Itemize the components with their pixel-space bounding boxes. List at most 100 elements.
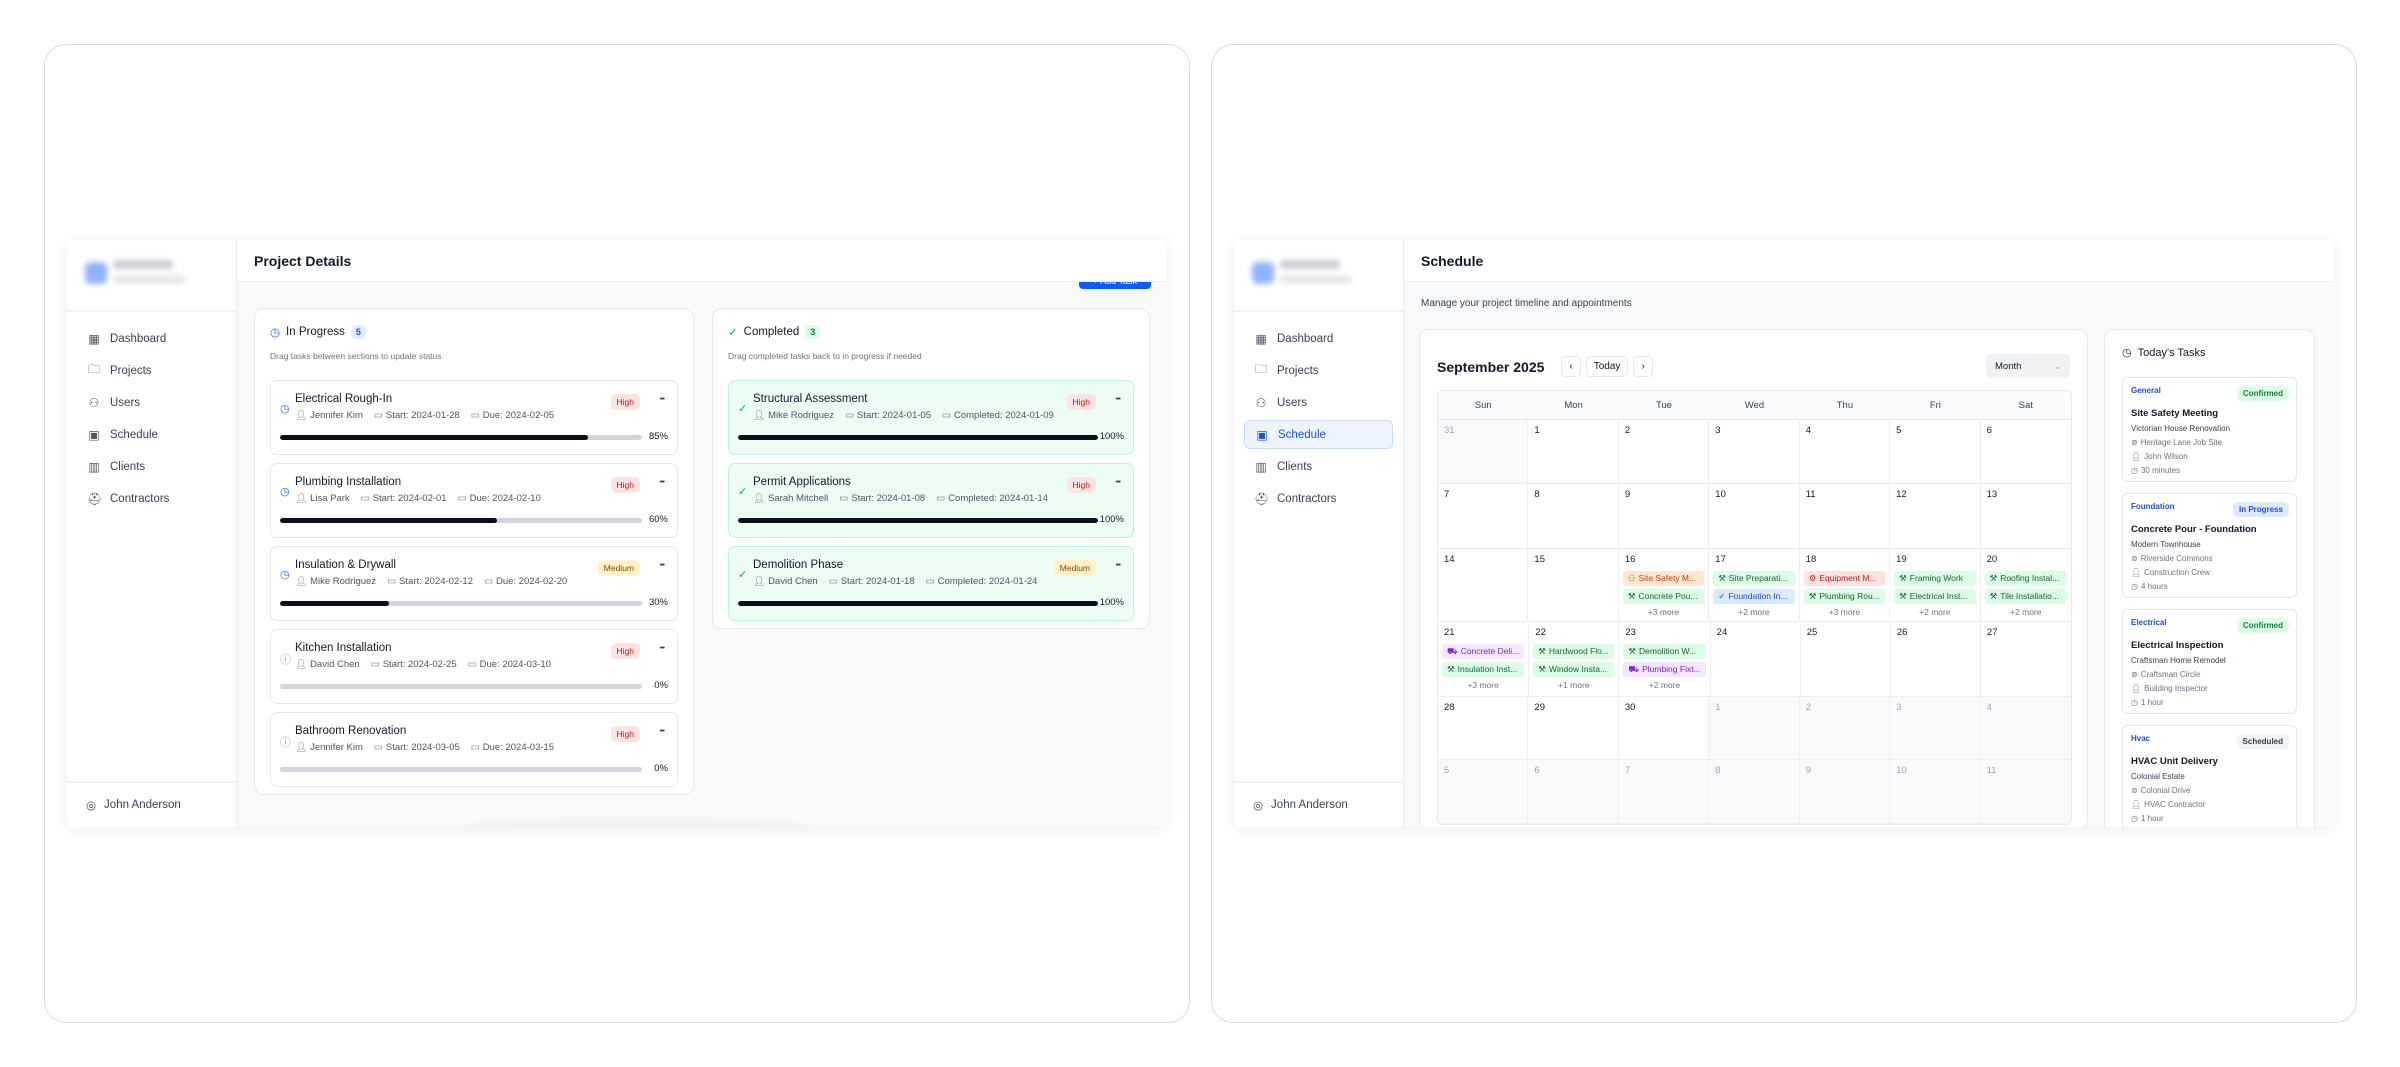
calendar-event[interactable]: ⚙ Equipment M... bbox=[1803, 571, 1886, 586]
calendar-day[interactable]: 31 bbox=[1438, 420, 1529, 483]
user-profile[interactable]: ◎ John Anderson bbox=[1234, 781, 1403, 827]
sidebar-item-dashboard[interactable]: ▦ Dashboard bbox=[1244, 324, 1393, 353]
more-events-link[interactable]: +1 more bbox=[1558, 680, 1590, 690]
sidebar-item-clients[interactable]: ▥ Clients bbox=[77, 452, 226, 481]
sidebar-item-schedule[interactable]: ▣ Schedule bbox=[1244, 420, 1393, 449]
sidebar-item-clients[interactable]: ▥ Clients bbox=[1244, 452, 1393, 481]
add-task-button[interactable]: + Add Task bbox=[1078, 280, 1151, 289]
sidebar-item-projects[interactable]: 🗀 Projects bbox=[1244, 356, 1393, 385]
calendar-event[interactable]: ⚒ Demolition W... bbox=[1623, 644, 1706, 659]
more-options-icon[interactable]: ••• bbox=[659, 562, 665, 569]
more-events-link[interactable]: +3 more bbox=[1828, 607, 1861, 617]
calendar-day[interactable]: 1 bbox=[1528, 420, 1619, 483]
calendar-day[interactable]: 11 bbox=[1800, 484, 1891, 548]
calendar-day[interactable]: 18 ⚙ Equipment M... ⚒ Plumbing Rou... +3 more bbox=[1800, 549, 1891, 621]
today-task-card[interactable]: Hvac Scheduled HVAC Unit Delivery Colonial … bbox=[2122, 725, 2297, 827]
sidebar-item-contractors[interactable]: ⛑ Contractors bbox=[77, 484, 226, 513]
more-options-icon[interactable]: ••• bbox=[1115, 562, 1121, 569]
calendar-day[interactable]: 6 bbox=[1981, 420, 2071, 483]
more-options-icon[interactable]: ••• bbox=[1115, 396, 1121, 403]
prev-month-button[interactable]: ‹ bbox=[1561, 356, 1581, 377]
today-button[interactable]: Today bbox=[1585, 356, 1629, 377]
today-task-card[interactable]: Electrical Confirmed Electrical Inspection… bbox=[2122, 609, 2297, 714]
sidebar-item-contractors[interactable]: ⛑ Contractors bbox=[1244, 484, 1393, 513]
calendar-event[interactable]: ⚒ Site Preparati... bbox=[1713, 571, 1795, 586]
sidebar-item-users[interactable]: ⚇ Users bbox=[1244, 388, 1393, 417]
calendar-event[interactable]: ⚒ Electrical Inst... bbox=[1894, 589, 1976, 604]
calendar-event[interactable]: ✓ Foundation In... bbox=[1713, 589, 1795, 604]
calendar-day[interactable]: 26 bbox=[1891, 622, 1981, 696]
view-select[interactable]: Month ⌄ bbox=[1986, 354, 2070, 378]
more-events-link[interactable]: +2 more bbox=[1919, 607, 1951, 617]
calendar-event[interactable]: ⚒ Concrete Pou... bbox=[1622, 589, 1705, 604]
today-task-card[interactable]: Foundation In Progress Concrete Pour - Fou… bbox=[2122, 493, 2297, 598]
calendar-day[interactable]: 7 bbox=[1618, 760, 1710, 823]
calendar-day[interactable]: 25 bbox=[1801, 622, 1891, 696]
task-card[interactable]: ✓ Permit Applications 👤︎ Sarah Mitchell ▭ Sta… bbox=[728, 463, 1134, 538]
calendar-day[interactable]: 8 bbox=[1709, 760, 1800, 823]
sidebar-item-dashboard[interactable]: ▦ Dashboard bbox=[77, 324, 226, 353]
calendar-day[interactable]: 2 bbox=[1799, 697, 1891, 759]
calendar-day[interactable]: 10 bbox=[1709, 484, 1800, 548]
more-options-icon[interactable]: ••• bbox=[659, 645, 665, 652]
calendar-day[interactable]: 8 bbox=[1528, 484, 1619, 548]
today-task-card[interactable]: General Confirmed Site Safety Meeting Victo… bbox=[2122, 377, 2297, 482]
calendar-day[interactable]: 20 ⚒ Roofing Instal... ⚒ Tile Installatio...… bbox=[1981, 549, 2071, 621]
calendar-day[interactable]: 5 bbox=[1890, 420, 1981, 483]
task-card[interactable]: ⓘ Kitchen Installation 👤︎ David Chen ▭ Start:… bbox=[270, 629, 678, 704]
calendar-day[interactable]: 9 bbox=[1619, 484, 1710, 548]
calendar-day[interactable]: 16 ⚇ Site Safety M... ⚒ Concrete Pou... +3 mo… bbox=[1619, 549, 1710, 621]
calendar-event[interactable]: ⚒ Window Insta... bbox=[1533, 662, 1615, 677]
calendar-day[interactable]: 21 ⛟ Concrete Deli... ⚒ Insulation Inst... +3… bbox=[1438, 622, 1530, 696]
next-month-button[interactable]: › bbox=[1633, 356, 1653, 377]
calendar-event[interactable]: ⛟ Concrete Deli... bbox=[1442, 644, 1525, 659]
calendar-event[interactable]: ⚒ Insulation Inst... bbox=[1442, 662, 1525, 677]
more-events-link[interactable]: +3 more bbox=[1647, 607, 1680, 617]
calendar-event[interactable]: ⚒ Roofing Instal... bbox=[1984, 571, 2067, 586]
task-card[interactable]: ◷ Electrical Rough-In 👤︎ Jennifer Kim ▭ Start… bbox=[270, 380, 678, 455]
calendar-day[interactable]: 29 bbox=[1528, 697, 1619, 759]
sidebar-item-schedule[interactable]: ▣ Schedule bbox=[77, 420, 226, 449]
calendar-day[interactable]: 30 bbox=[1619, 697, 1710, 759]
more-events-link[interactable]: +2 more bbox=[1648, 680, 1681, 690]
calendar-day[interactable]: 17 ⚒ Site Preparati... ✓ Foundation In... +2 … bbox=[1709, 549, 1800, 621]
calendar-day[interactable]: 24 bbox=[1711, 622, 1801, 696]
calendar-day[interactable]: 10 bbox=[1890, 760, 1981, 823]
calendar-event[interactable]: ⚒ Hardwood Flo... bbox=[1533, 644, 1615, 659]
calendar-day[interactable]: 3 bbox=[1709, 420, 1800, 483]
calendar-day[interactable]: 28 bbox=[1438, 697, 1529, 759]
more-events-link[interactable]: +2 more bbox=[1738, 607, 1770, 617]
more-options-icon[interactable]: ••• bbox=[1115, 479, 1121, 486]
calendar-event[interactable]: ⚒ Framing Work bbox=[1894, 571, 1976, 586]
calendar-day[interactable]: 4 bbox=[1980, 697, 2071, 759]
calendar-day[interactable]: 14 bbox=[1438, 549, 1529, 621]
calendar-day[interactable]: 19 ⚒ Framing Work ⚒ Electrical Inst... +2 mor… bbox=[1890, 549, 1981, 621]
calendar-day[interactable]: 2 bbox=[1619, 420, 1710, 483]
calendar-day[interactable]: 3 bbox=[1890, 697, 1981, 759]
calendar-day[interactable]: 12 bbox=[1890, 484, 1981, 548]
calendar-day[interactable]: 6 bbox=[1528, 760, 1619, 823]
task-card[interactable]: ◷ Insulation & Drywall 👤︎ Mike Rodriguez ▭ St… bbox=[270, 546, 678, 621]
calendar-day[interactable]: 27 bbox=[1981, 622, 2071, 696]
calendar-day[interactable]: 11 bbox=[1980, 760, 2071, 823]
calendar-day[interactable]: 22 ⚒ Hardwood Flo... ⚒ Window Insta... +1 mor… bbox=[1529, 622, 1620, 696]
calendar-event[interactable]: ⚇ Site Safety M... bbox=[1622, 571, 1705, 586]
more-options-icon[interactable]: ••• bbox=[659, 479, 665, 486]
calendar-day[interactable]: 15 bbox=[1528, 549, 1619, 621]
calendar-day[interactable]: 7 bbox=[1438, 484, 1529, 548]
calendar-day[interactable]: 1 bbox=[1709, 697, 1800, 759]
more-options-icon[interactable]: ••• bbox=[659, 396, 665, 403]
more-events-link[interactable]: +2 more bbox=[2010, 607, 2042, 617]
calendar-event[interactable]: ⛟ Plumbing Fixt... bbox=[1623, 662, 1706, 677]
user-profile[interactable]: ◎ John Anderson bbox=[67, 781, 236, 827]
task-card[interactable]: ◷ Plumbing Installation 👤︎ Lisa Park ▭ Start:… bbox=[270, 463, 678, 538]
task-card[interactable]: ✓ Demolition Phase 👤︎ David Chen ▭ Start: 202… bbox=[728, 546, 1134, 621]
calendar-day[interactable]: 4 bbox=[1800, 420, 1891, 483]
task-card[interactable]: ⓘ Bathroom Renovation 👤︎ Jennifer Kim ▭ Start… bbox=[270, 712, 678, 787]
sidebar-item-users[interactable]: ⚇ Users bbox=[77, 388, 226, 417]
sidebar-item-projects[interactable]: 🗀 Projects bbox=[77, 356, 226, 385]
more-options-icon[interactable]: ••• bbox=[659, 728, 665, 735]
calendar-day[interactable]: 23 ⚒ Demolition W... ⛟ Plumbing Fixt... +2 mo… bbox=[1619, 622, 1711, 696]
task-card[interactable]: ✓ Structural Assessment 👤︎ Mike Rodriguez ▭ S… bbox=[728, 380, 1134, 455]
calendar-day[interactable]: 9 bbox=[1799, 760, 1891, 823]
